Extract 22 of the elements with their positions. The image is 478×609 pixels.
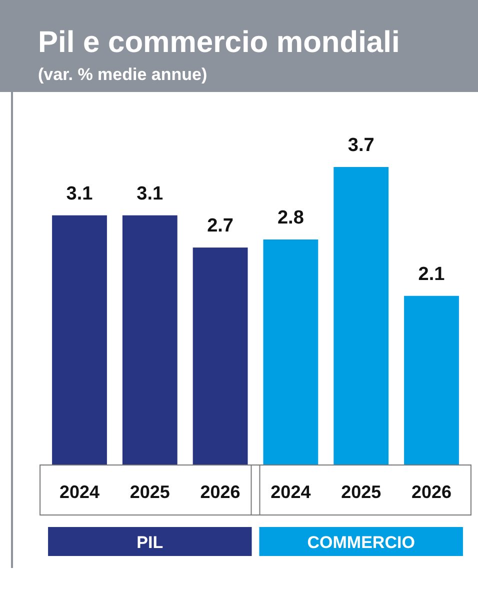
data-label: 2.1 [418,264,446,285]
x-tick-label: 2024 [59,482,100,502]
data-label: 2.7 [207,216,234,237]
x-tick-label: 2026 [411,482,452,502]
bar [192,248,248,465]
chart-subtitle: (var. % medie annue) [38,65,208,84]
text: COMMERCIO [307,533,415,552]
x-tick-label: 2025 [130,482,170,502]
bar [404,296,459,465]
bar [334,167,389,465]
data-label: 3.7 [348,135,374,156]
chart-title: Pil e commercio mondiali [38,26,400,59]
text: PIL [136,533,164,552]
bar [52,215,107,465]
data-label: 2.8 [277,207,304,228]
bar [122,215,178,465]
x-tick-label: 2024 [270,482,311,502]
x-tick-label: 2026 [200,482,240,502]
bar [263,239,318,465]
data-label: 3.1 [66,183,94,204]
data-label: 3.1 [136,183,164,204]
x-tick-label: 2025 [341,482,382,502]
